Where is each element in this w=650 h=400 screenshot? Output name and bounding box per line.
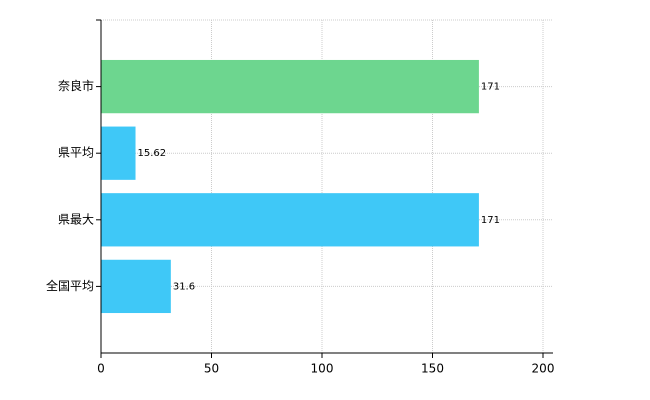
x-tick-label: 200 xyxy=(532,362,555,376)
y-tick-label: 全国平均 xyxy=(46,278,94,293)
bar xyxy=(101,259,171,314)
value-label: 171 xyxy=(481,82,500,93)
bar xyxy=(101,193,479,247)
x-tick-label: 50 xyxy=(204,362,219,376)
value-label: 171 xyxy=(481,215,500,226)
value-label: 31.6 xyxy=(173,281,195,292)
x-tick-label: 0 xyxy=(97,362,105,376)
y-tick-label: 県最大 xyxy=(58,212,94,226)
y-tick-label: 奈良市 xyxy=(58,78,94,93)
value-label: 15.62 xyxy=(138,148,167,159)
x-tick-label: 100 xyxy=(311,362,334,376)
bar xyxy=(101,59,479,114)
bar xyxy=(101,126,136,180)
x-tick-label: 150 xyxy=(421,362,444,376)
y-tick-label: 県平均 xyxy=(58,146,94,160)
